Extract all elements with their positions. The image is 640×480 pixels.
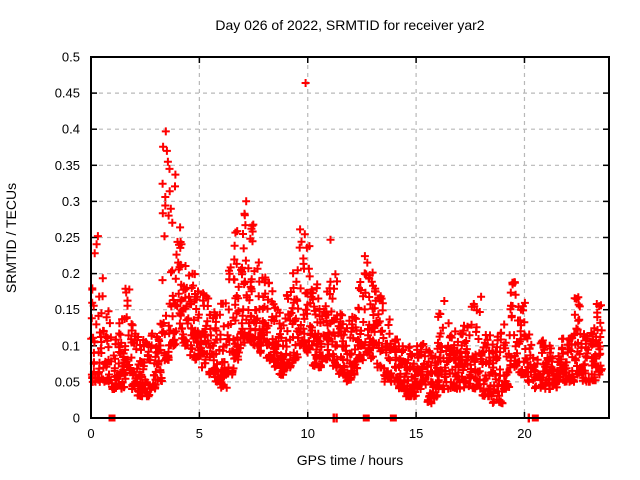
x-tick-label: 5 (196, 426, 203, 441)
y-tick-label: 0.5 (62, 50, 80, 65)
x-tick-label: 10 (301, 426, 315, 441)
x-axis-label: GPS time / hours (297, 452, 404, 468)
y-tick-label: 0.15 (55, 302, 80, 317)
scatter-points (87, 79, 606, 408)
y-tick-label: 0.45 (55, 86, 80, 101)
y-tick-label: 0.1 (62, 338, 80, 353)
y-tick-label: 0.35 (55, 158, 80, 173)
y-tick-label: 0.25 (55, 230, 80, 245)
x-tick-label: 0 (87, 426, 94, 441)
data-series-srmtid (87, 79, 606, 423)
plot-border (90, 56, 610, 419)
x-tick-label: 20 (517, 426, 531, 441)
tick-labels: 0 5 10 15 20 0 0.05 0.1 0.15 0.2 0.25 0.3 0.35 0.4 0.4… (55, 50, 532, 442)
y-tick-label: 0 (73, 411, 80, 426)
x-tick-label: 15 (409, 426, 423, 441)
chart-title: Day 026 of 2022, SRMTID for receiver yar… (215, 17, 484, 33)
y-tick-label: 0.2 (62, 266, 80, 281)
y-tick-label: 0.3 (62, 194, 80, 209)
y-tick-label: 0.4 (62, 122, 80, 137)
y-axis-label: SRMTID / TECUs (3, 183, 19, 293)
y-tick-label: 0.05 (55, 374, 80, 389)
